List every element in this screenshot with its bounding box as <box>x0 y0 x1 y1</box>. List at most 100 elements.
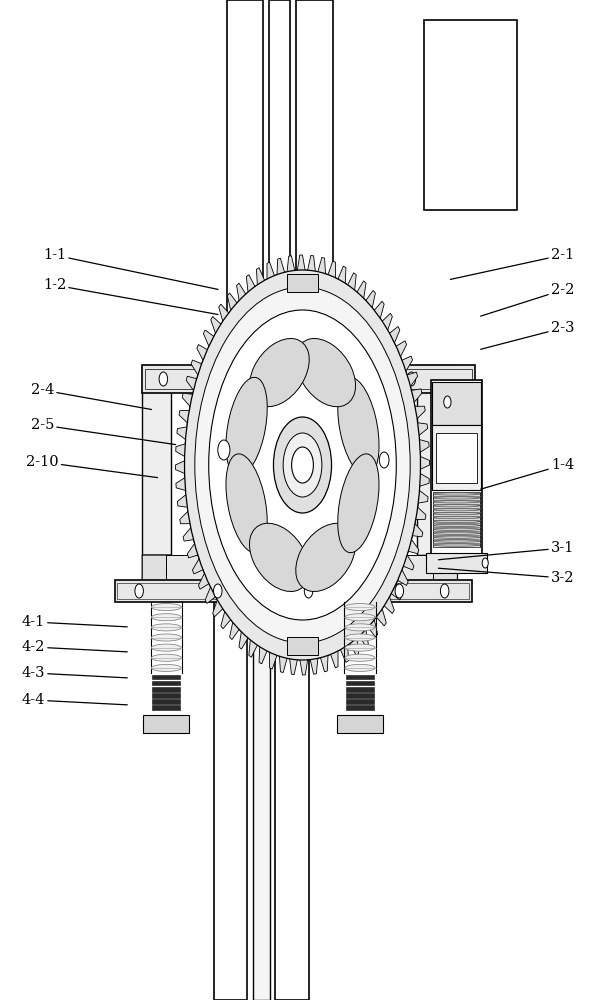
Text: 2-10: 2-10 <box>26 455 157 478</box>
Bar <box>142 365 171 555</box>
Bar <box>432 382 481 425</box>
Text: 1-4: 1-4 <box>480 458 574 489</box>
Bar <box>152 699 180 704</box>
Text: 2-1: 2-1 <box>450 248 574 279</box>
Text: 2-3: 2-3 <box>480 321 574 349</box>
Bar <box>433 492 480 547</box>
Ellipse shape <box>151 604 182 611</box>
Bar <box>227 0 263 385</box>
Circle shape <box>135 584 143 598</box>
Bar <box>436 433 477 483</box>
Polygon shape <box>142 555 171 582</box>
Circle shape <box>440 584 449 598</box>
Ellipse shape <box>345 644 375 651</box>
Text: 4-4: 4-4 <box>22 693 127 707</box>
Bar <box>417 365 457 555</box>
Ellipse shape <box>151 664 182 671</box>
Bar <box>426 553 487 573</box>
Ellipse shape <box>433 528 480 530</box>
Circle shape <box>209 310 396 620</box>
Bar <box>117 583 469 599</box>
Ellipse shape <box>151 634 182 641</box>
Ellipse shape <box>151 654 182 661</box>
Text: 1-2: 1-2 <box>43 278 218 315</box>
Bar <box>432 425 481 490</box>
Ellipse shape <box>345 654 375 661</box>
Bar <box>253 602 270 1000</box>
Ellipse shape <box>345 664 375 671</box>
Circle shape <box>443 396 451 408</box>
Ellipse shape <box>151 644 182 651</box>
Ellipse shape <box>345 604 375 611</box>
Circle shape <box>283 433 322 497</box>
Ellipse shape <box>345 614 375 621</box>
Bar <box>346 687 374 692</box>
Bar <box>152 681 180 685</box>
Text: 2-2: 2-2 <box>480 283 574 316</box>
Text: 1-1: 1-1 <box>43 248 218 289</box>
Ellipse shape <box>296 338 356 407</box>
Bar <box>287 637 318 655</box>
Text: 4-2: 4-2 <box>22 640 127 654</box>
Ellipse shape <box>433 524 480 527</box>
Bar <box>346 675 374 679</box>
Ellipse shape <box>338 454 379 553</box>
Text: 4-1: 4-1 <box>22 615 127 629</box>
Circle shape <box>214 584 222 598</box>
Bar <box>275 602 309 1000</box>
Circle shape <box>482 558 488 568</box>
Bar <box>346 705 374 710</box>
Ellipse shape <box>345 634 375 641</box>
Ellipse shape <box>433 497 480 499</box>
Circle shape <box>407 372 416 386</box>
Bar <box>346 681 374 685</box>
Bar <box>346 699 374 704</box>
Circle shape <box>341 372 349 386</box>
Bar <box>152 675 180 679</box>
Polygon shape <box>175 255 430 675</box>
Bar <box>152 693 180 698</box>
Ellipse shape <box>296 523 356 592</box>
Text: 2-4: 2-4 <box>31 383 151 410</box>
Circle shape <box>159 372 168 386</box>
Circle shape <box>195 287 410 643</box>
Circle shape <box>185 270 420 660</box>
Ellipse shape <box>433 516 480 519</box>
Bar <box>142 365 475 393</box>
Bar <box>115 580 472 602</box>
Bar <box>143 715 189 733</box>
Bar <box>214 602 247 1000</box>
Ellipse shape <box>345 624 375 631</box>
Bar <box>152 687 180 692</box>
Bar <box>152 705 180 710</box>
Bar <box>145 369 472 389</box>
Ellipse shape <box>433 536 480 538</box>
Ellipse shape <box>226 377 267 476</box>
Circle shape <box>395 584 404 598</box>
Ellipse shape <box>151 624 182 631</box>
Ellipse shape <box>433 520 480 523</box>
Ellipse shape <box>338 377 379 476</box>
Bar <box>296 0 333 385</box>
Bar <box>337 715 383 733</box>
Circle shape <box>292 447 313 483</box>
Text: 3-1: 3-1 <box>439 541 574 560</box>
Circle shape <box>220 372 228 386</box>
Ellipse shape <box>433 540 480 542</box>
Circle shape <box>218 440 230 460</box>
Bar <box>287 274 318 292</box>
Bar <box>431 380 482 555</box>
Ellipse shape <box>151 614 182 621</box>
Ellipse shape <box>433 493 480 495</box>
Text: 3-2: 3-2 <box>439 568 574 585</box>
Text: 4-3: 4-3 <box>22 666 127 680</box>
Circle shape <box>304 584 313 598</box>
Ellipse shape <box>433 508 480 511</box>
Text: 2-5: 2-5 <box>31 418 175 445</box>
Ellipse shape <box>249 523 309 592</box>
Ellipse shape <box>226 454 267 553</box>
Circle shape <box>280 372 289 386</box>
Bar <box>424 20 517 210</box>
Ellipse shape <box>433 544 480 546</box>
Circle shape <box>273 417 332 513</box>
